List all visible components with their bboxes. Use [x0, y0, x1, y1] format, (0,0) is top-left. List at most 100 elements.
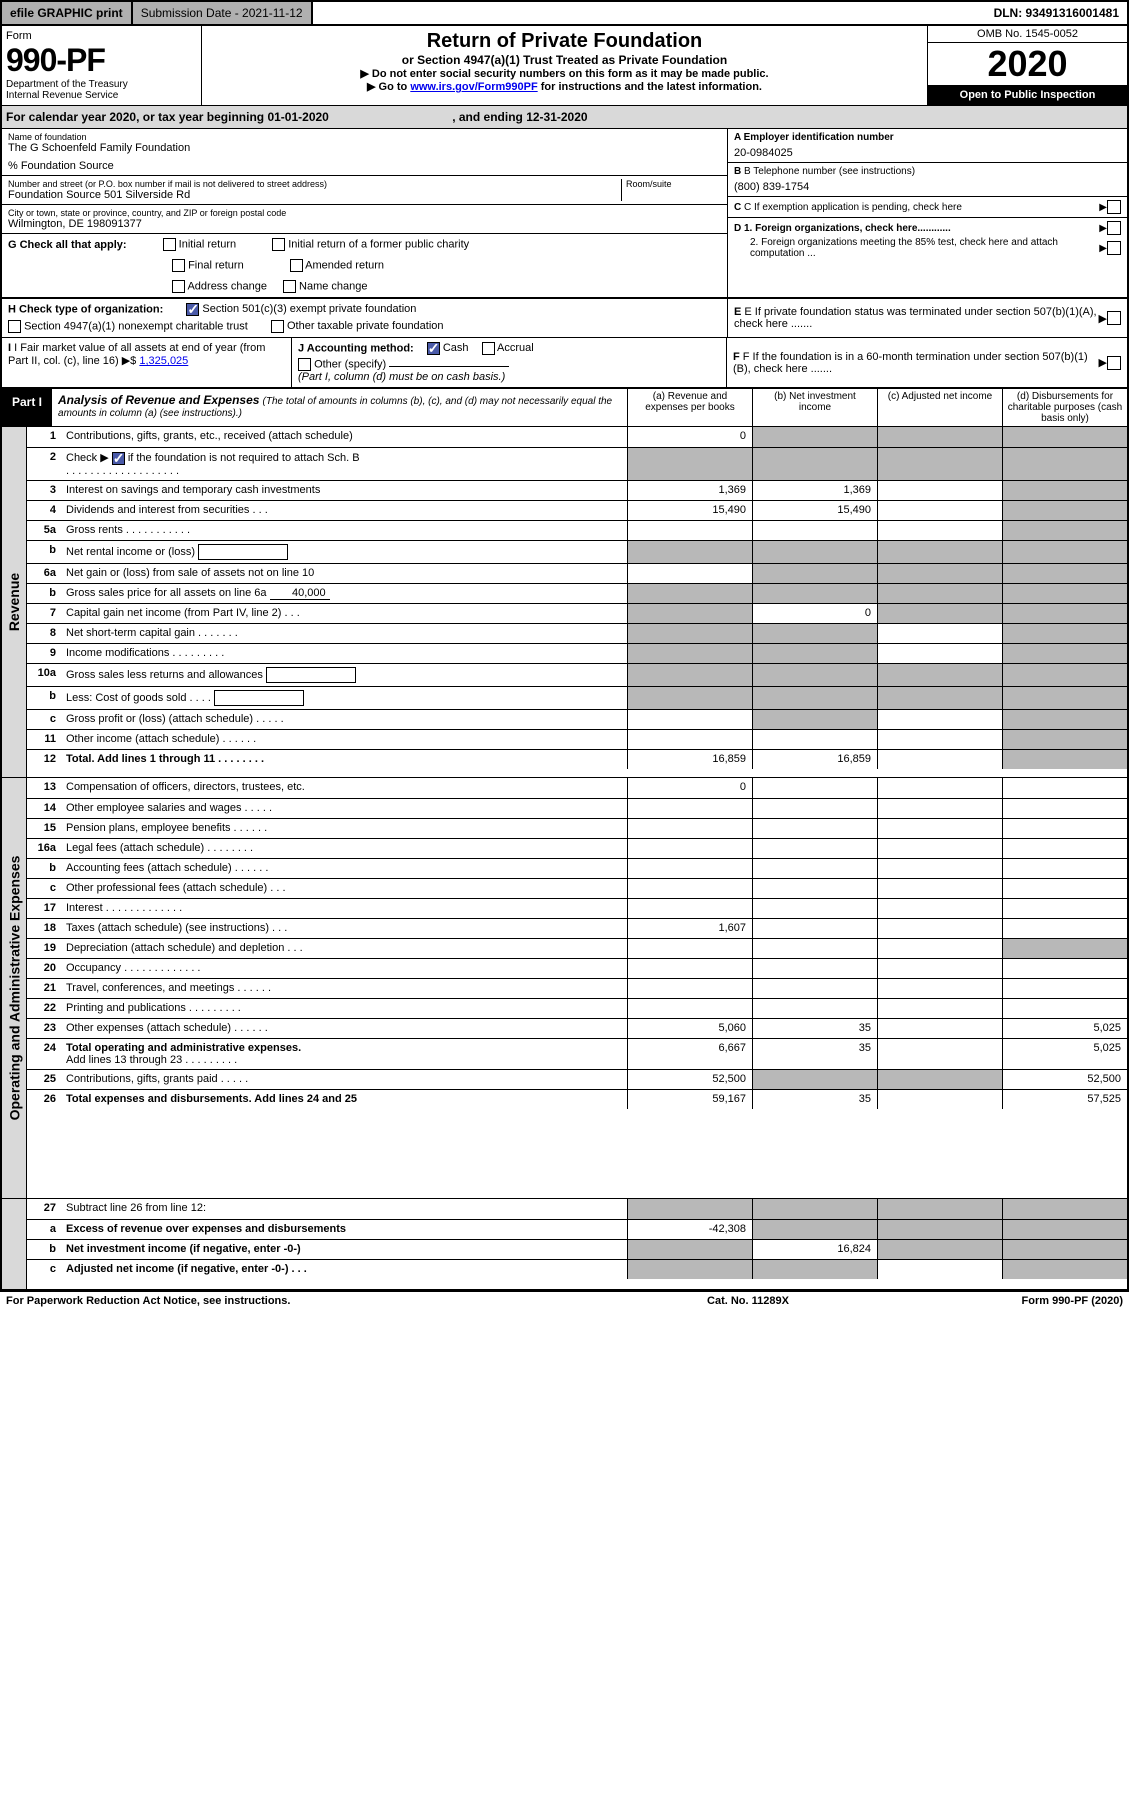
line-num: 4	[27, 501, 62, 520]
c-checkbox[interactable]	[1107, 200, 1121, 214]
line-desc: Printing and publications . . . . . . . …	[62, 999, 627, 1018]
revenue-text: Revenue	[6, 573, 22, 631]
line-desc: Net rental income or (loss)	[62, 541, 627, 563]
room-label: Room/suite	[626, 179, 721, 189]
form-title: Return of Private Foundation	[210, 30, 919, 53]
cell-b: 16,859	[752, 750, 877, 769]
501c3-checkbox[interactable]	[186, 303, 199, 316]
cell-d	[1002, 501, 1127, 520]
line-num: 12	[27, 750, 62, 769]
cell-b	[752, 799, 877, 818]
cell-a	[627, 624, 752, 643]
dept-treasury: Department of the Treasury	[6, 79, 197, 90]
cell-c	[877, 1260, 1002, 1279]
ein-cell: A Employer identification number 20-0984…	[728, 129, 1127, 163]
cell-b: 35	[752, 1090, 877, 1109]
instr-1: ▶ Do not enter social security numbers o…	[210, 67, 919, 80]
address-change-checkbox[interactable]	[172, 280, 185, 293]
line-num: b	[27, 687, 62, 709]
j-note: (Part I, column (d) must be on cash basi…	[298, 371, 720, 383]
cash-checkbox[interactable]	[427, 342, 440, 355]
initial-former-checkbox[interactable]	[272, 238, 285, 251]
line-num: 26	[27, 1090, 62, 1109]
line-desc: Less: Cost of goods sold . . . .	[62, 687, 627, 709]
accrual-checkbox[interactable]	[482, 342, 495, 355]
g-final: Final return	[188, 259, 244, 271]
cell-c	[877, 730, 1002, 749]
line-desc: Legal fees (attach schedule) . . . . . .…	[62, 839, 627, 858]
c-label: C C If exemption application is pending,…	[734, 202, 1099, 213]
cell-c	[877, 919, 1002, 938]
f-checkbox[interactable]	[1107, 356, 1121, 370]
line-desc: Occupancy . . . . . . . . . . . . .	[62, 959, 627, 978]
arrow-icon: ▶	[1099, 243, 1107, 254]
line-desc: Check ▶ if the foundation is not require…	[62, 448, 627, 480]
revenue-block: Revenue 1Contributions, gifts, grants, e…	[2, 427, 1127, 777]
line-num: 1	[27, 427, 62, 447]
line-desc: Interest . . . . . . . . . . . . .	[62, 899, 627, 918]
cell-a	[627, 999, 752, 1018]
line-desc: Net short-term capital gain . . . . . . …	[62, 624, 627, 643]
form-title-block: Return of Private Foundation or Section …	[202, 26, 927, 105]
initial-return-checkbox[interactable]	[163, 238, 176, 251]
inline-box	[214, 690, 304, 706]
cell-a: 1,369	[627, 481, 752, 500]
cell-c	[877, 1070, 1002, 1089]
line-num: c	[27, 879, 62, 898]
cell-c	[877, 750, 1002, 769]
line-num: 3	[27, 481, 62, 500]
d2-checkbox[interactable]	[1107, 241, 1121, 255]
cell-d	[1002, 664, 1127, 686]
amended-return-checkbox[interactable]	[290, 259, 303, 272]
line-11: 11Other income (attach schedule) . . . .…	[27, 729, 1127, 749]
h-label: H Check type of organization:	[8, 303, 163, 315]
cell-a: -42,308	[627, 1220, 752, 1239]
line-desc: Total operating and administrative expen…	[62, 1039, 627, 1069]
cell-c	[877, 521, 1002, 540]
cell-c	[877, 979, 1002, 998]
foundation-city: Wilmington, DE 198091377	[8, 218, 721, 230]
irs-link[interactable]: www.irs.gov/Form990PF	[410, 81, 537, 93]
l24-d2: Add lines 13 through 23 . . . . . . . . …	[66, 1054, 237, 1066]
final-return-checkbox[interactable]	[172, 259, 185, 272]
other-taxable-checkbox[interactable]	[271, 320, 284, 333]
l2-post: if the foundation is not required to att…	[125, 452, 360, 464]
e-checkbox[interactable]	[1107, 311, 1121, 325]
line-16c: cOther professional fees (attach schedul…	[27, 878, 1127, 898]
cell-a	[627, 564, 752, 583]
4947-checkbox[interactable]	[8, 320, 21, 333]
line-26: 26Total expenses and disbursements. Add …	[27, 1089, 1127, 1109]
foundation-name: The G Schoenfeld Family Foundation	[8, 142, 721, 154]
city-label: City or town, state or province, country…	[8, 208, 721, 218]
cell-a	[627, 664, 752, 686]
cell-b	[752, 1199, 877, 1219]
line-num: a	[27, 1220, 62, 1239]
j-other: Other (specify)	[314, 358, 386, 370]
j-cell: J Accounting method: Cash Accrual Other …	[292, 338, 727, 387]
line-desc: Depreciation (attach schedule) and deple…	[62, 939, 627, 958]
revenue-side-label: Revenue	[2, 427, 27, 777]
cell-b: 16,824	[752, 1240, 877, 1259]
cell-c	[877, 448, 1002, 480]
cell-d	[1002, 427, 1127, 447]
line-27-side	[2, 1199, 27, 1289]
cell-d	[1002, 448, 1127, 480]
sch-b-checkbox[interactable]	[112, 452, 125, 465]
cell-b	[752, 859, 877, 878]
name-change-checkbox[interactable]	[283, 280, 296, 293]
fmv-value-link[interactable]: 1,325,025	[139, 355, 188, 367]
cell-a	[627, 1260, 752, 1279]
efile-print-button[interactable]: efile GRAPHIC print	[2, 2, 133, 24]
cal-year-pre: For calendar year 2020, or tax year begi…	[6, 110, 267, 124]
d1-checkbox[interactable]	[1107, 221, 1121, 235]
cell-d	[1002, 1199, 1127, 1219]
cell-a	[627, 939, 752, 958]
cell-b	[752, 521, 877, 540]
cell-c	[877, 939, 1002, 958]
cell-d	[1002, 730, 1127, 749]
line-num: 14	[27, 799, 62, 818]
d-cell: D 1. Foreign organizations, check here..…	[728, 218, 1127, 262]
line-desc: Taxes (attach schedule) (see instruction…	[62, 919, 627, 938]
line-num: 17	[27, 899, 62, 918]
other-method-checkbox[interactable]	[298, 358, 311, 371]
